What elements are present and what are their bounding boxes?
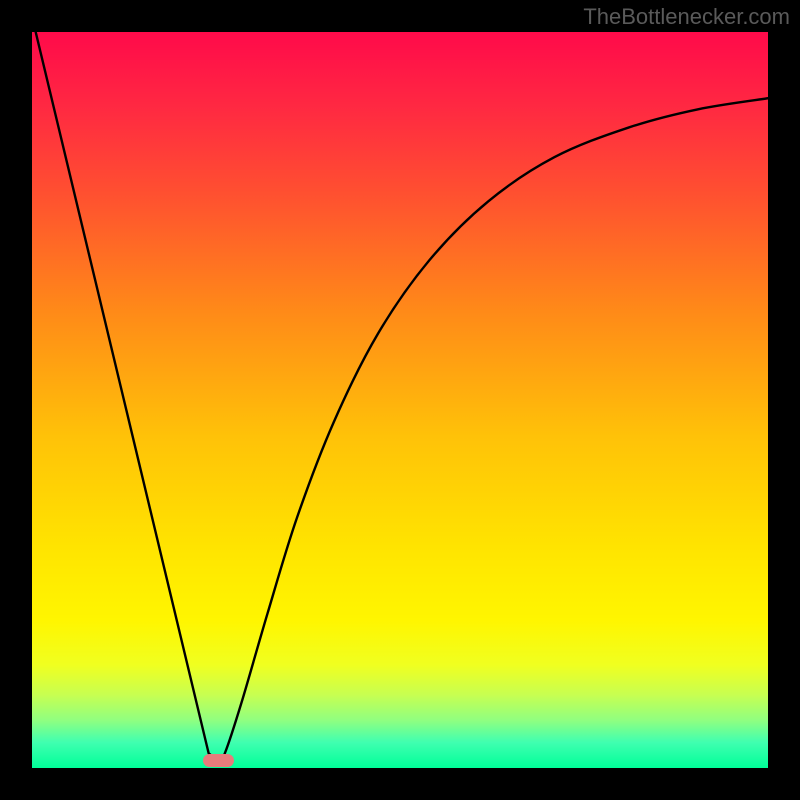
plot-area: [32, 32, 768, 768]
chart-container: TheBottlenecker.com: [0, 0, 800, 800]
watermark-text: TheBottlenecker.com: [583, 4, 790, 30]
curve-layer: [32, 32, 768, 768]
bottleneck-curve: [36, 32, 768, 761]
optimum-marker: [203, 754, 234, 767]
